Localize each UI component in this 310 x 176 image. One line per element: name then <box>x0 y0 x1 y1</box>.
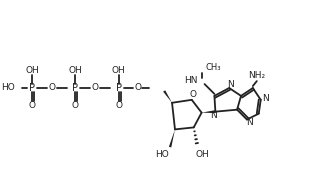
Text: O: O <box>92 83 99 93</box>
Text: HN: HN <box>184 76 198 85</box>
Text: CH₃: CH₃ <box>206 63 221 72</box>
Text: N: N <box>210 111 217 120</box>
Text: N: N <box>227 80 233 89</box>
Text: OH: OH <box>69 66 82 75</box>
Text: O: O <box>115 101 122 110</box>
Text: P: P <box>116 83 122 93</box>
Text: N: N <box>246 118 253 127</box>
Polygon shape <box>163 90 172 103</box>
Text: OH: OH <box>112 66 126 75</box>
Text: O: O <box>134 83 141 93</box>
Text: OH: OH <box>196 150 210 159</box>
Text: O: O <box>189 90 196 99</box>
Text: N: N <box>262 94 269 103</box>
Text: NH₂: NH₂ <box>248 71 265 80</box>
Text: OH: OH <box>25 66 39 75</box>
Text: O: O <box>48 83 55 93</box>
Polygon shape <box>169 129 175 147</box>
Polygon shape <box>202 110 215 113</box>
Text: HO: HO <box>155 150 169 159</box>
Text: P: P <box>29 83 35 93</box>
Text: HO: HO <box>2 83 16 93</box>
Text: P: P <box>73 83 78 93</box>
Text: O: O <box>72 101 79 110</box>
Text: O: O <box>29 101 36 110</box>
